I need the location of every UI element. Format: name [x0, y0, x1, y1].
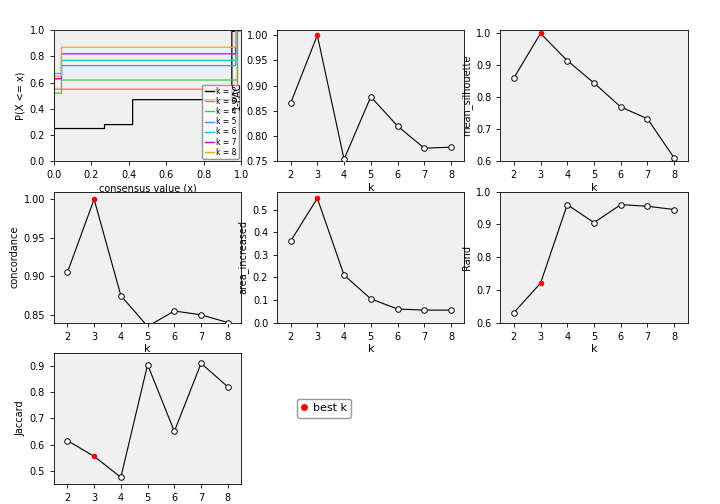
X-axis label: k: k [367, 344, 374, 354]
Y-axis label: mean_silhouette: mean_silhouette [461, 55, 472, 137]
Y-axis label: concordance: concordance [9, 226, 19, 288]
X-axis label: k: k [590, 344, 598, 354]
Legend: k = 2, k = 3, k = 4, k = 5, k = 6, k = 7, k = 8: k = 2, k = 3, k = 4, k = 5, k = 6, k = 7… [202, 85, 239, 159]
X-axis label: k: k [367, 183, 374, 193]
Y-axis label: Jaccard: Jaccard [15, 401, 25, 436]
Y-axis label: Rand: Rand [462, 244, 472, 270]
Y-axis label: 1-PAC: 1-PAC [233, 82, 243, 110]
Y-axis label: P(X <= x): P(X <= x) [15, 72, 25, 120]
X-axis label: k: k [590, 183, 598, 193]
X-axis label: k: k [144, 344, 151, 354]
Y-axis label: area_increased: area_increased [238, 220, 248, 294]
Legend: best k: best k [297, 399, 351, 418]
X-axis label: consensus value (x): consensus value (x) [99, 183, 197, 193]
